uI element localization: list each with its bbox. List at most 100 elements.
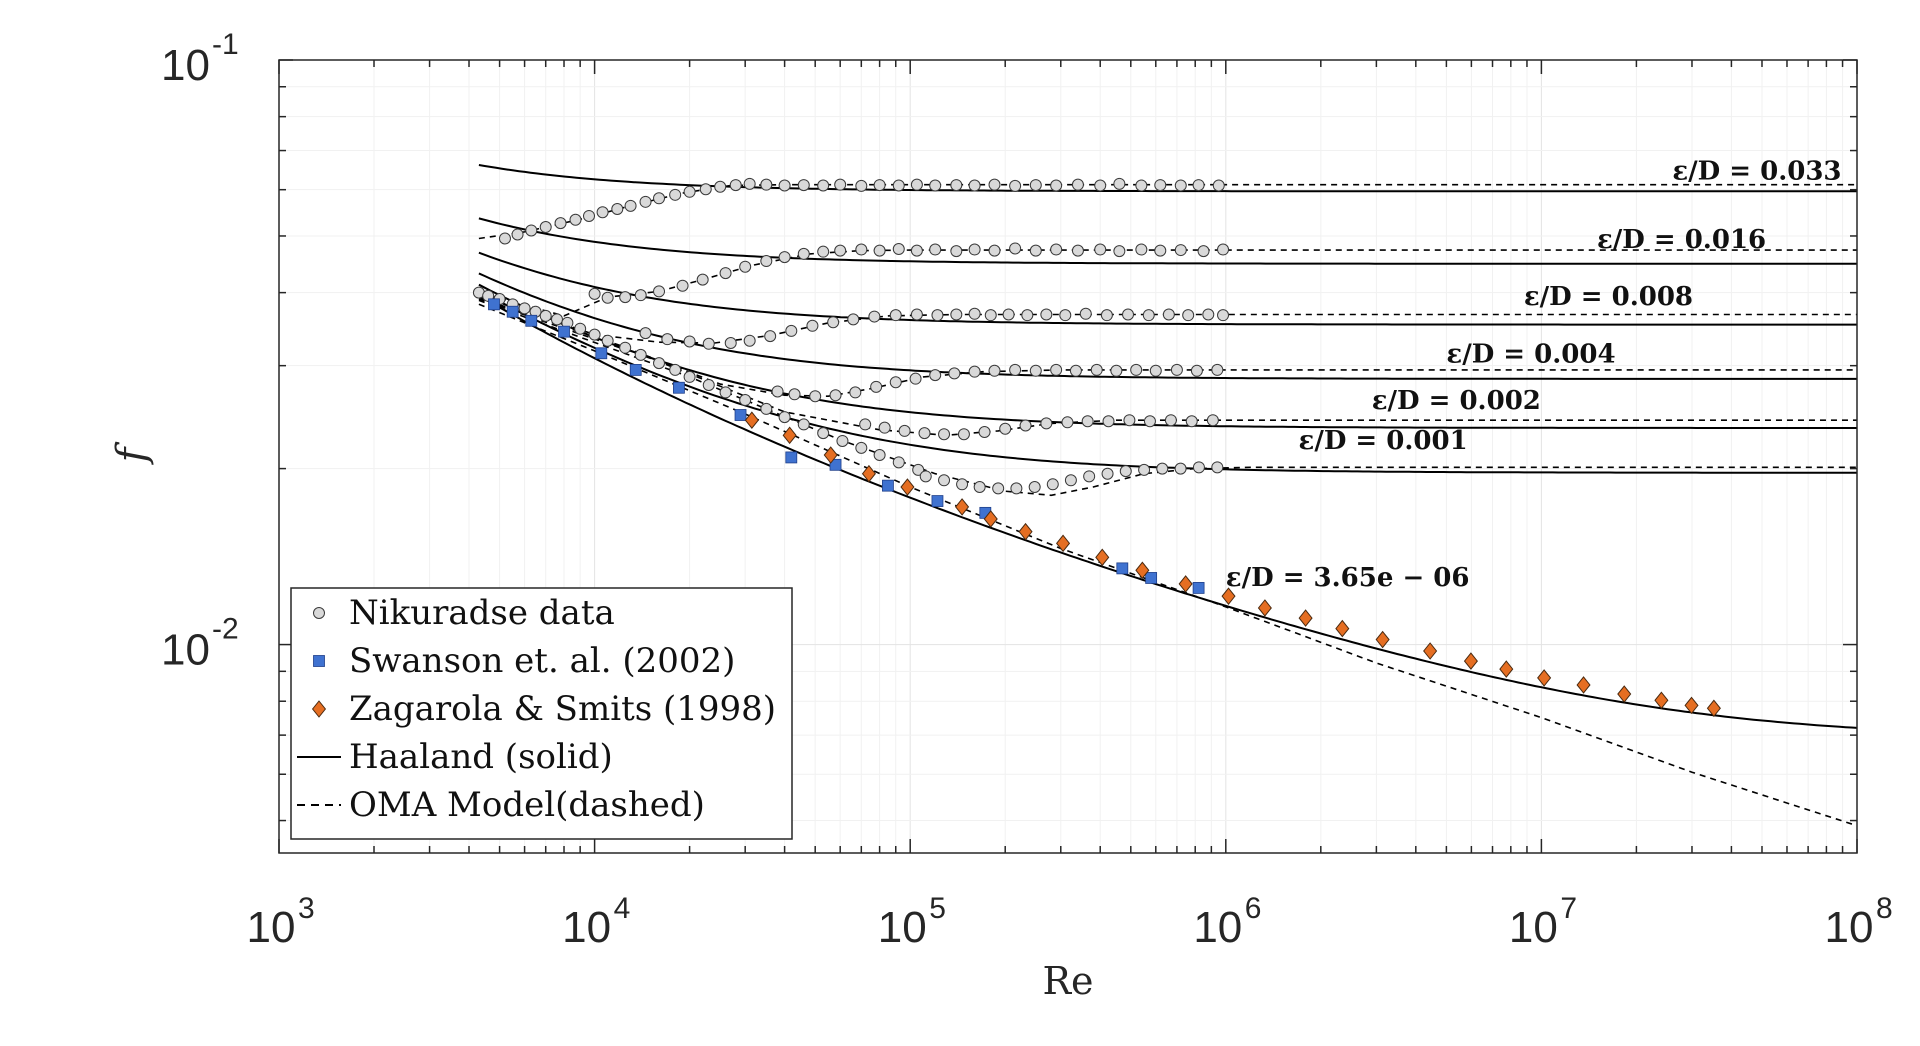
nikuradse-point	[1119, 465, 1132, 478]
legend-label: Zagarola & Smits (1998)	[349, 689, 776, 729]
nikuradse-point	[1162, 308, 1175, 321]
nikuradse-point	[525, 224, 538, 237]
x-tick-label: 10	[247, 903, 296, 952]
nikuradse-point	[909, 372, 922, 385]
nikuradse-point	[950, 245, 963, 258]
nikuradse-point	[1081, 415, 1094, 428]
nikuradse-point	[1174, 244, 1187, 257]
legend-label: Swanson et. al. (2002)	[349, 641, 735, 681]
nikuradse-point	[855, 441, 868, 454]
nikuradse-point	[1170, 363, 1183, 376]
nikuradse-point	[973, 481, 986, 494]
nikuradse-point	[1009, 242, 1022, 255]
zagarola-point	[1576, 676, 1591, 694]
nikuradse-point	[1009, 179, 1022, 192]
nikuradse-point	[984, 309, 997, 322]
nikuradse-point	[855, 243, 868, 256]
nikuradse-point	[817, 245, 830, 258]
nikuradse-point	[910, 308, 923, 321]
zagarola-point	[1423, 642, 1438, 660]
nikuradse-point	[634, 289, 647, 302]
nikuradse-point	[809, 390, 822, 403]
nikuradse-point	[611, 203, 624, 216]
nikuradse-point	[1174, 462, 1187, 475]
nikuradse-point	[988, 364, 1001, 377]
swanson-point	[882, 479, 894, 492]
swanson-point	[525, 314, 538, 327]
nikuradse-point	[1101, 467, 1114, 480]
zagarola-point	[1298, 609, 1313, 627]
nikuradse-point	[1182, 309, 1195, 322]
nikuradse-point	[1094, 179, 1107, 192]
swanson-point	[558, 325, 570, 338]
nikuradse-point	[1009, 363, 1022, 376]
nikuradse-point	[1122, 308, 1135, 321]
axis-labels: Ref	[109, 441, 1094, 1003]
nikuradse-point	[498, 232, 511, 245]
nikuradse-point	[661, 333, 674, 346]
nikuradse-point	[968, 365, 981, 378]
nikuradse-point	[569, 213, 582, 226]
nikuradse-point	[898, 424, 911, 437]
nikuradse-point	[702, 337, 715, 350]
nikuradse-point	[669, 188, 682, 201]
zagarola-point	[1178, 575, 1193, 593]
oma-curve	[478, 249, 1857, 317]
grid	[278, 59, 1857, 853]
legend: Nikuradse data Swanson et. al. (2002) Zaga…	[290, 587, 793, 840]
zagarola-point	[861, 464, 876, 483]
roughness-annotation: ε/D = 0.008	[1524, 282, 1693, 312]
nikuradse-point	[873, 244, 886, 257]
y-tick-label: 10	[161, 626, 210, 675]
zagarola-point	[1537, 669, 1552, 687]
nikuradse-point	[1142, 309, 1155, 322]
nikuradse-point	[1192, 179, 1205, 192]
haaland-curve	[478, 294, 1858, 729]
nikuradse-point	[539, 220, 552, 233]
nikuradse-point	[778, 179, 791, 192]
zagarola-point	[1018, 522, 1033, 541]
axes-box	[278, 59, 1858, 854]
nikuradse-point	[797, 179, 810, 192]
zagarola-point	[1135, 561, 1150, 580]
swanson-point	[673, 381, 685, 394]
nikuradse-point	[968, 179, 981, 192]
legend-circle-marker	[313, 607, 325, 619]
nikuradse-point	[878, 421, 891, 434]
nikuradse-point	[760, 402, 773, 415]
nikuradse-point	[624, 199, 637, 212]
nikuradse-point	[950, 179, 963, 192]
zagarola-point	[1463, 652, 1478, 670]
nikuradse-point	[1029, 244, 1042, 257]
nikuradse-point	[778, 251, 791, 264]
nikuradse-point	[1050, 363, 1063, 376]
nikuradse-point	[1019, 419, 1032, 432]
nikuradse-point	[1064, 474, 1077, 487]
nikuradse-point	[873, 449, 886, 462]
nikuradse-point	[1050, 179, 1063, 192]
nikuradse-point	[1040, 417, 1053, 430]
nikuradse-point	[696, 273, 709, 286]
nikuradse-point	[1083, 470, 1096, 483]
nikuradse-point	[601, 291, 614, 304]
nikuradse-point	[1021, 309, 1034, 322]
roughness-annotation: ε/D = 0.033	[1672, 156, 1841, 186]
x-tick-label: 10	[1193, 903, 1242, 952]
nikuradse-point	[634, 348, 647, 361]
nikuradse-point	[1154, 244, 1167, 257]
nikuradse-point	[669, 363, 682, 376]
zagarola-point	[1095, 548, 1110, 567]
nikuradse-point	[729, 179, 742, 192]
nikuradse-point	[834, 178, 847, 191]
zagarola-point	[955, 498, 970, 516]
x-tick-label: 10	[1825, 903, 1874, 952]
nikuradse-point	[653, 357, 666, 370]
nikuradse-point	[1164, 414, 1177, 427]
y-tick-label-exponent: -1	[212, 28, 239, 61]
nikuradse-point	[739, 394, 752, 407]
x-axis-label: Re	[1042, 959, 1093, 1003]
nikuradse-point	[676, 279, 689, 292]
nikuradse-point	[1069, 364, 1082, 377]
nikuradse-point	[539, 309, 552, 322]
